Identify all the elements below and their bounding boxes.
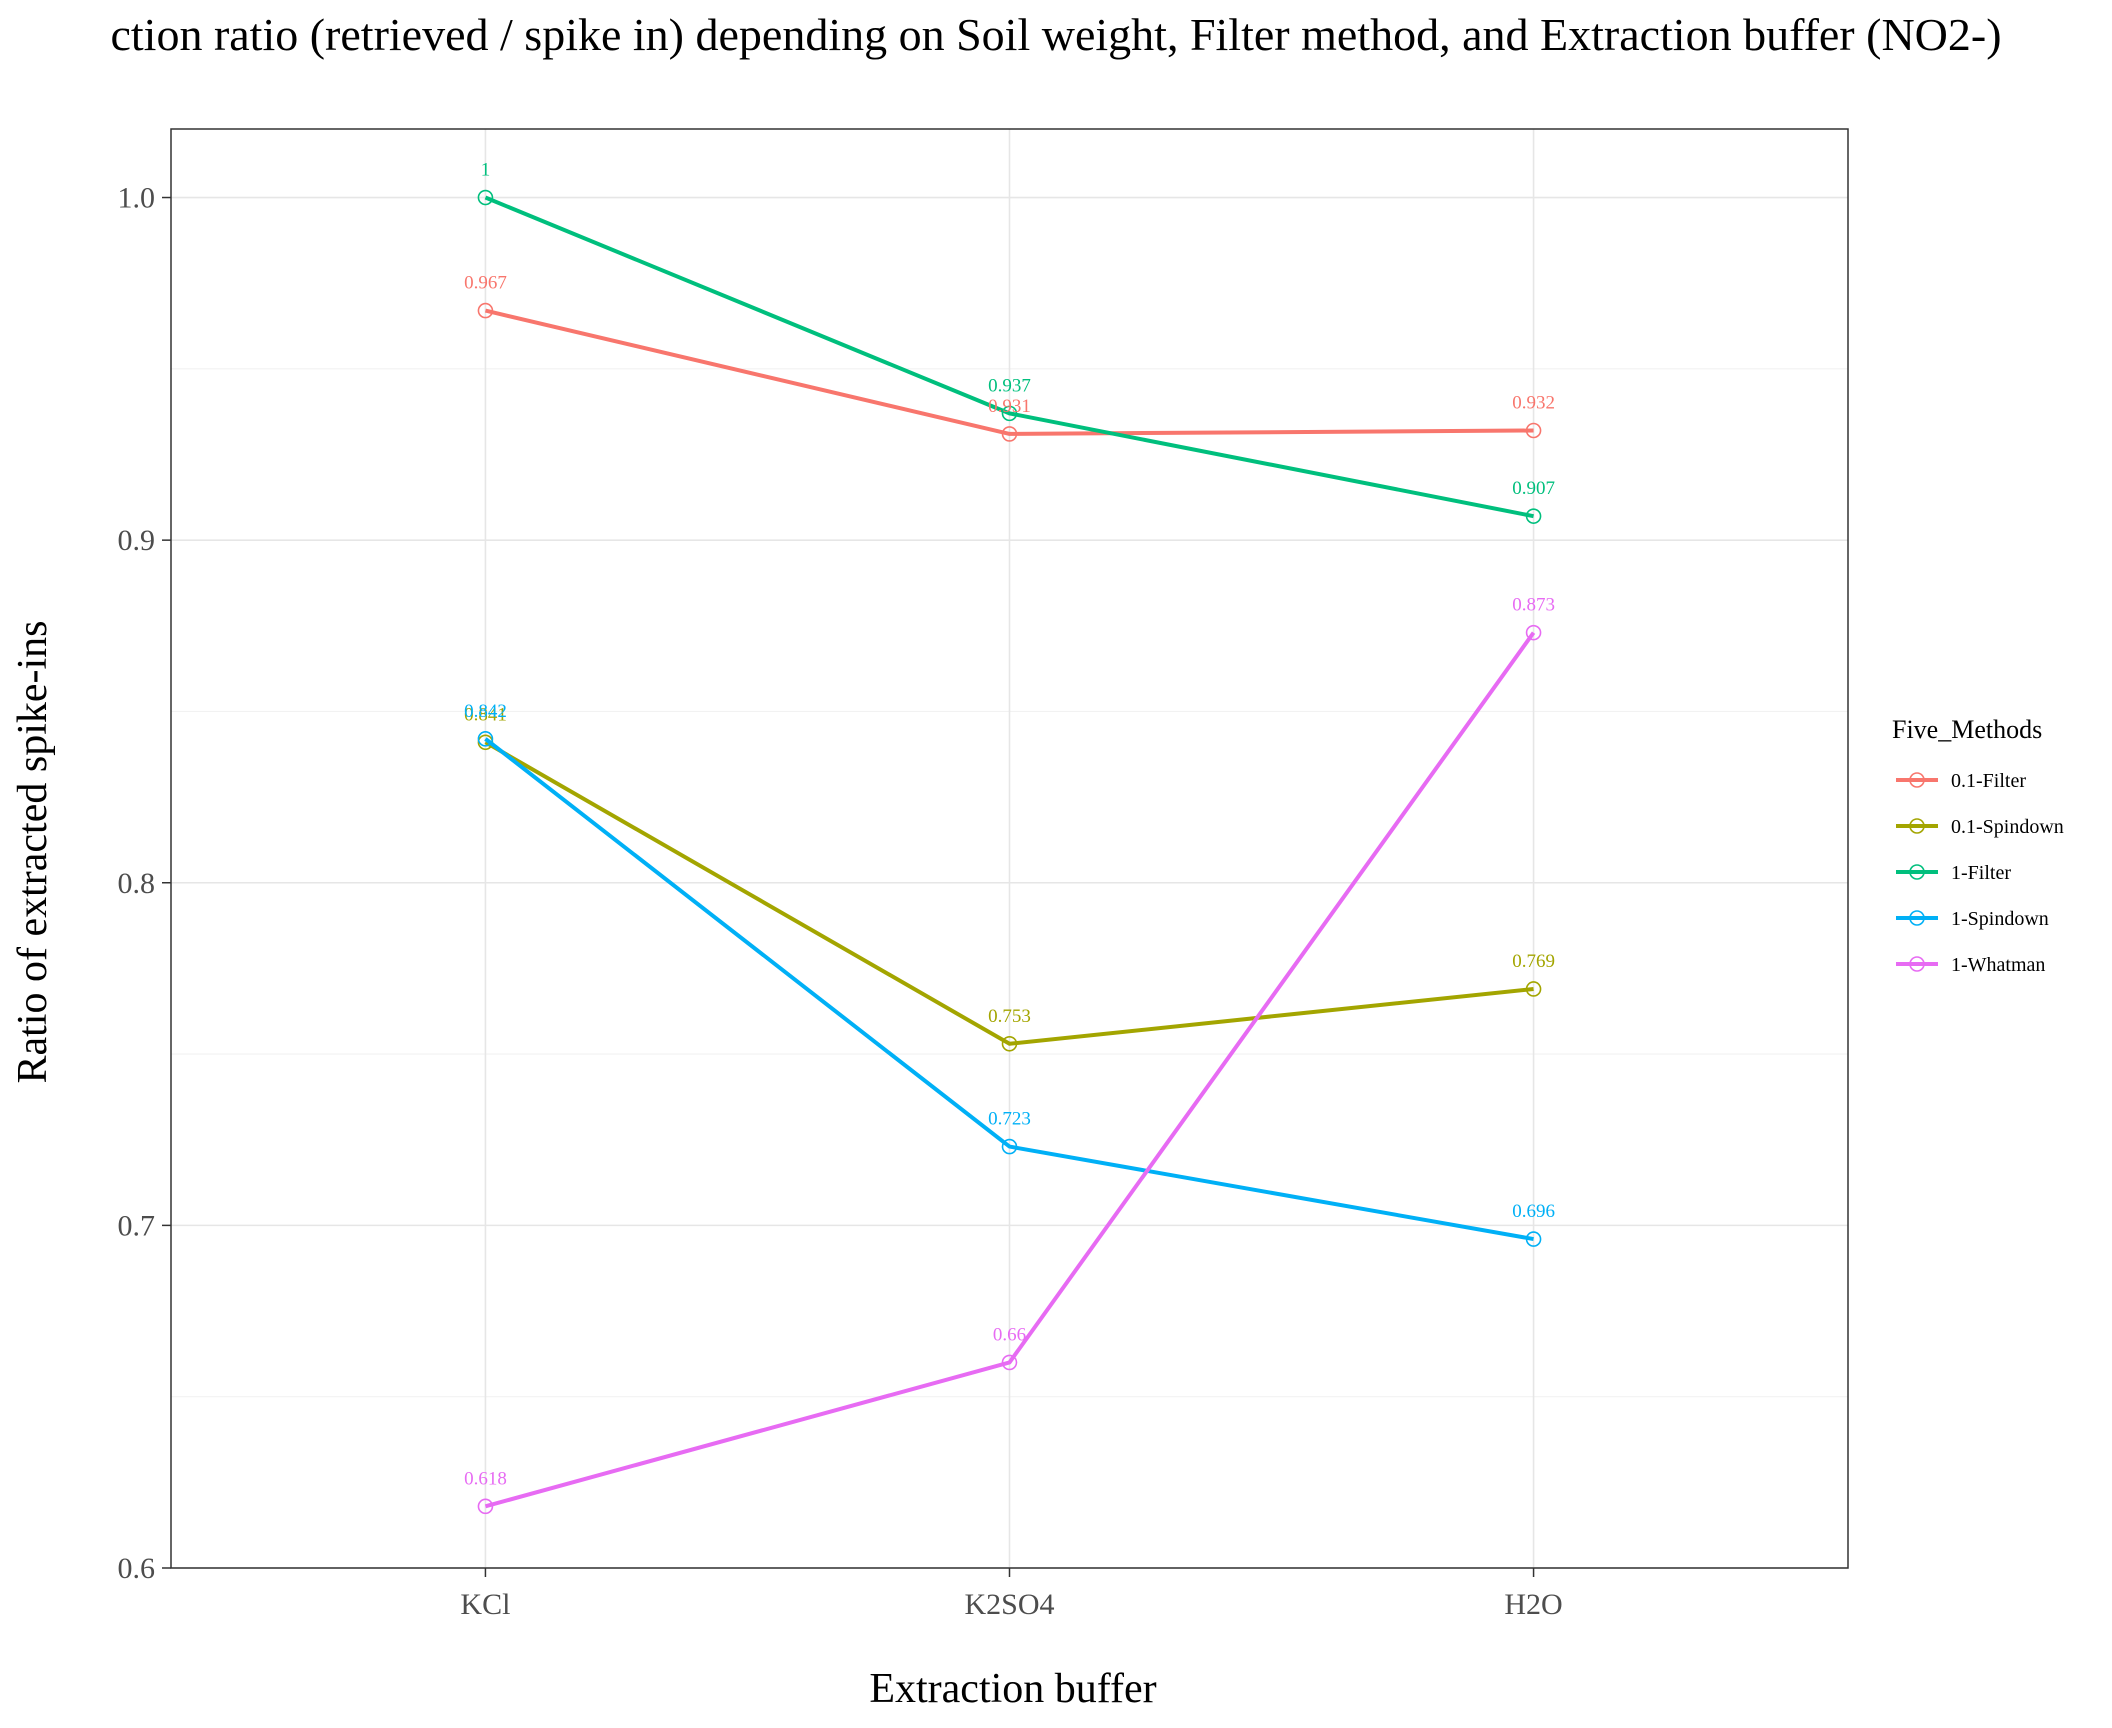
data-point bbox=[1001, 405, 1018, 422]
data-label: 0.696 bbox=[1512, 1201, 1555, 1222]
data-label: 0.66 bbox=[993, 1324, 1026, 1345]
data-point bbox=[1525, 422, 1542, 439]
data-label: 0.967 bbox=[464, 273, 507, 294]
data-label: 0.769 bbox=[1512, 951, 1555, 972]
data-point bbox=[1525, 981, 1542, 997]
data-label: 0.618 bbox=[464, 1468, 507, 1489]
y-tick-label: 0.9 bbox=[118, 524, 156, 557]
legend-label: 0.1-Spindown bbox=[1951, 816, 2064, 838]
data-label: 0.723 bbox=[988, 1109, 1031, 1130]
legend-swatch-point bbox=[1909, 910, 1925, 926]
legend-swatch-point bbox=[1909, 864, 1925, 880]
legend-label: 1-Whatman bbox=[1951, 954, 2045, 976]
y-tick-label: 1.0 bbox=[118, 182, 156, 215]
data-label: 0.932 bbox=[1512, 393, 1555, 414]
legend-items: 0.1-Filter 0.1-Spindown 1-Filter 1-Spindown… bbox=[1896, 770, 2064, 976]
x-tick-label: K2SO4 bbox=[964, 1588, 1054, 1621]
axes: 0.6 0.7 0.8 0.9 1.0 KCl K2SO4 H2O bbox=[118, 182, 1563, 1621]
data-label: 0.841 bbox=[464, 704, 507, 725]
y-tick-label: 0.6 bbox=[118, 1552, 156, 1585]
chart-title: ction ratio (retrieved / spike in) depen… bbox=[110, 9, 2001, 60]
series-line bbox=[484, 631, 1536, 1509]
series-line bbox=[484, 195, 1534, 519]
data-label: 0.907 bbox=[1512, 478, 1555, 499]
data-point bbox=[477, 302, 494, 319]
data-point bbox=[477, 189, 494, 206]
data-point bbox=[1525, 624, 1542, 641]
x-tick-label: KCl bbox=[460, 1588, 510, 1621]
data-label: 1 bbox=[481, 160, 491, 181]
legend-title: Five_Methods bbox=[1892, 715, 2042, 744]
data-point bbox=[1001, 426, 1018, 442]
y-tick-label: 0.8 bbox=[118, 867, 156, 900]
legend-label: 1-Filter bbox=[1951, 862, 2011, 884]
data-point bbox=[1525, 508, 1542, 524]
legend-label: 0.1-Filter bbox=[1951, 770, 2026, 792]
data-point bbox=[1001, 1138, 1018, 1155]
y-axis-title: Ratio of extracted spike-ins bbox=[10, 620, 56, 1083]
grid bbox=[171, 129, 1848, 1569]
data-label: 0.753 bbox=[988, 1006, 1031, 1027]
legend-swatch-point bbox=[1909, 818, 1925, 834]
data-point bbox=[477, 731, 494, 747]
data-labels: 0.967 0.931 0.932 0.841 0.753 0.769 1 0.937 0.90… bbox=[464, 160, 1555, 1490]
legend: Five_Methods 0.1-Filter 0.1-Spindown 1-Fil… bbox=[1892, 715, 2064, 976]
legend-swatch-point bbox=[1909, 772, 1925, 788]
series-line bbox=[484, 308, 1534, 436]
legend-label: 1-Spindown bbox=[1951, 908, 2049, 930]
x-tick-label: H2O bbox=[1504, 1588, 1562, 1621]
series-lines bbox=[477, 189, 1542, 1515]
data-label: 0.842 bbox=[464, 701, 507, 722]
x-axis-title: Extraction buffer bbox=[869, 1666, 1156, 1712]
series-line bbox=[484, 737, 1534, 1242]
y-tick-label: 0.7 bbox=[118, 1209, 156, 1242]
data-point bbox=[1001, 1354, 1018, 1371]
series-line bbox=[484, 740, 1534, 1046]
data-point bbox=[477, 1498, 494, 1515]
data-label: 0.931 bbox=[988, 396, 1031, 417]
data-point bbox=[1525, 1231, 1542, 1247]
data-point bbox=[1001, 1035, 1018, 1052]
data-label: 0.873 bbox=[1512, 595, 1555, 616]
legend-swatch-point bbox=[1909, 956, 1925, 972]
data-label: 0.937 bbox=[988, 375, 1031, 396]
